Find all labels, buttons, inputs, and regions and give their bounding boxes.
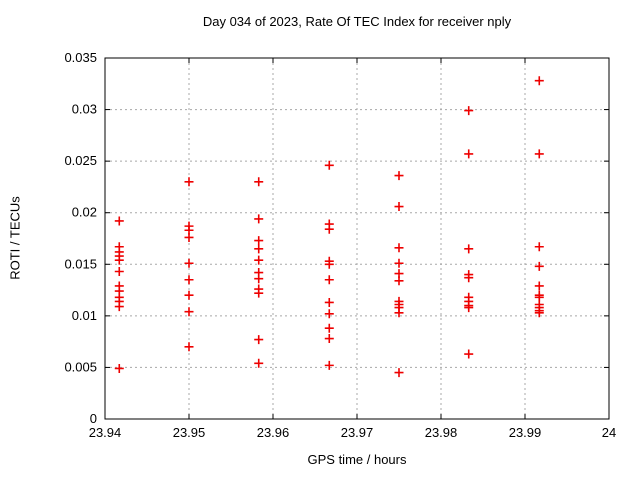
x-tick-label: 23.99	[509, 425, 542, 440]
data-point	[114, 363, 124, 373]
x-tick-label: 23.95	[173, 425, 206, 440]
data-point	[324, 334, 334, 344]
y-tick-label: 0.005	[64, 359, 97, 374]
x-tick-label: 23.97	[341, 425, 374, 440]
data-point	[394, 296, 404, 306]
data-point	[324, 160, 334, 170]
data-point	[324, 323, 334, 333]
data-point	[534, 149, 544, 159]
data-point	[534, 76, 544, 86]
y-tick-label: 0.035	[64, 50, 97, 65]
data-point	[394, 171, 404, 181]
data-point	[184, 290, 194, 300]
data-point	[534, 281, 544, 291]
data-point	[394, 269, 404, 279]
x-axis-label: GPS time / hours	[307, 452, 407, 467]
chart-title: Day 034 of 2023, Rate Of TEC Index for r…	[202, 14, 512, 29]
data-point	[254, 358, 264, 368]
data-point	[254, 335, 264, 345]
data-point	[184, 342, 194, 352]
y-tick-label: 0.02	[72, 205, 97, 220]
data-point	[394, 202, 404, 212]
data-point	[114, 242, 124, 252]
data-point	[464, 106, 474, 116]
y-tick-label: 0.03	[72, 102, 97, 117]
data-point	[254, 214, 264, 224]
data-point	[114, 216, 124, 226]
y-tick-label: 0.01	[72, 308, 97, 323]
x-tick-label: 23.96	[257, 425, 290, 440]
data-point	[254, 284, 264, 294]
data-point	[464, 349, 474, 359]
data-point	[254, 177, 264, 187]
data-point	[324, 297, 334, 307]
y-tick-label: 0.025	[64, 153, 97, 168]
x-tick-label: 23.94	[89, 425, 122, 440]
data-point	[254, 268, 264, 278]
data-point	[114, 281, 124, 291]
data-point	[534, 242, 544, 252]
x-tick-label: 24	[602, 425, 616, 440]
data-point	[254, 236, 264, 246]
data-point	[254, 244, 264, 254]
data-point	[324, 219, 334, 229]
data-point	[184, 177, 194, 187]
data-point	[534, 290, 544, 300]
data-point	[394, 243, 404, 253]
data-point	[114, 267, 124, 277]
data-point	[394, 368, 404, 378]
data-point	[464, 270, 474, 280]
x-tick-label: 23.98	[425, 425, 458, 440]
data-point	[534, 261, 544, 271]
data-point	[324, 360, 334, 370]
y-tick-label: 0	[90, 411, 97, 426]
data-point	[324, 256, 334, 266]
data-point	[464, 292, 474, 302]
data-point	[324, 309, 334, 319]
data-point	[184, 307, 194, 317]
data-point	[394, 258, 404, 268]
data-point	[254, 255, 264, 265]
data-point	[324, 275, 334, 285]
data-point	[184, 275, 194, 285]
data-point	[464, 244, 474, 254]
y-tick-label: 0.015	[64, 256, 97, 271]
data-point	[184, 221, 194, 231]
data-point	[464, 149, 474, 159]
data-point	[184, 258, 194, 268]
